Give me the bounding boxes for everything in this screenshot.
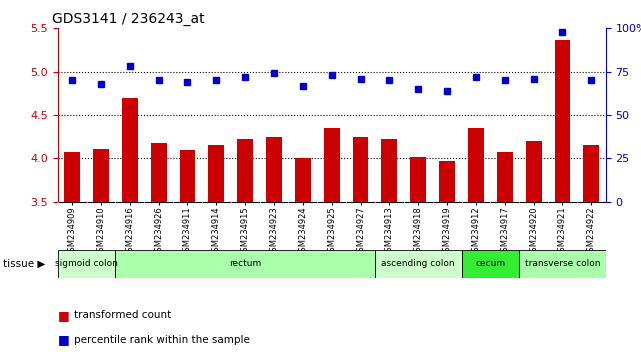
Bar xyxy=(353,137,369,202)
Bar xyxy=(58,250,115,278)
Bar xyxy=(295,158,311,202)
Bar xyxy=(122,98,138,202)
Bar xyxy=(237,139,253,202)
Text: tissue ▶: tissue ▶ xyxy=(3,259,46,269)
Bar xyxy=(462,250,519,278)
Text: sigmoid colon: sigmoid colon xyxy=(55,259,118,268)
Bar xyxy=(468,128,484,202)
Bar xyxy=(439,161,455,202)
Bar xyxy=(410,157,426,202)
Text: percentile rank within the sample: percentile rank within the sample xyxy=(74,335,249,345)
Bar xyxy=(93,149,109,202)
Bar xyxy=(519,250,606,278)
Bar xyxy=(554,40,570,202)
Text: ■: ■ xyxy=(58,309,69,321)
Bar xyxy=(583,145,599,202)
Bar xyxy=(179,150,196,202)
Bar xyxy=(266,137,282,202)
Bar xyxy=(115,250,375,278)
Bar xyxy=(324,128,340,202)
Text: GDS3141 / 236243_at: GDS3141 / 236243_at xyxy=(52,12,205,26)
Bar xyxy=(497,152,513,202)
Bar xyxy=(151,143,167,202)
Bar xyxy=(208,145,224,202)
Bar xyxy=(375,250,462,278)
Bar xyxy=(381,139,397,202)
Bar xyxy=(526,141,542,202)
Text: transformed count: transformed count xyxy=(74,310,171,320)
Text: transverse colon: transverse colon xyxy=(525,259,600,268)
Bar xyxy=(64,152,80,202)
Text: rectum: rectum xyxy=(229,259,262,268)
Text: cecum: cecum xyxy=(476,259,505,268)
Text: ■: ■ xyxy=(58,333,69,346)
Text: ascending colon: ascending colon xyxy=(381,259,455,268)
